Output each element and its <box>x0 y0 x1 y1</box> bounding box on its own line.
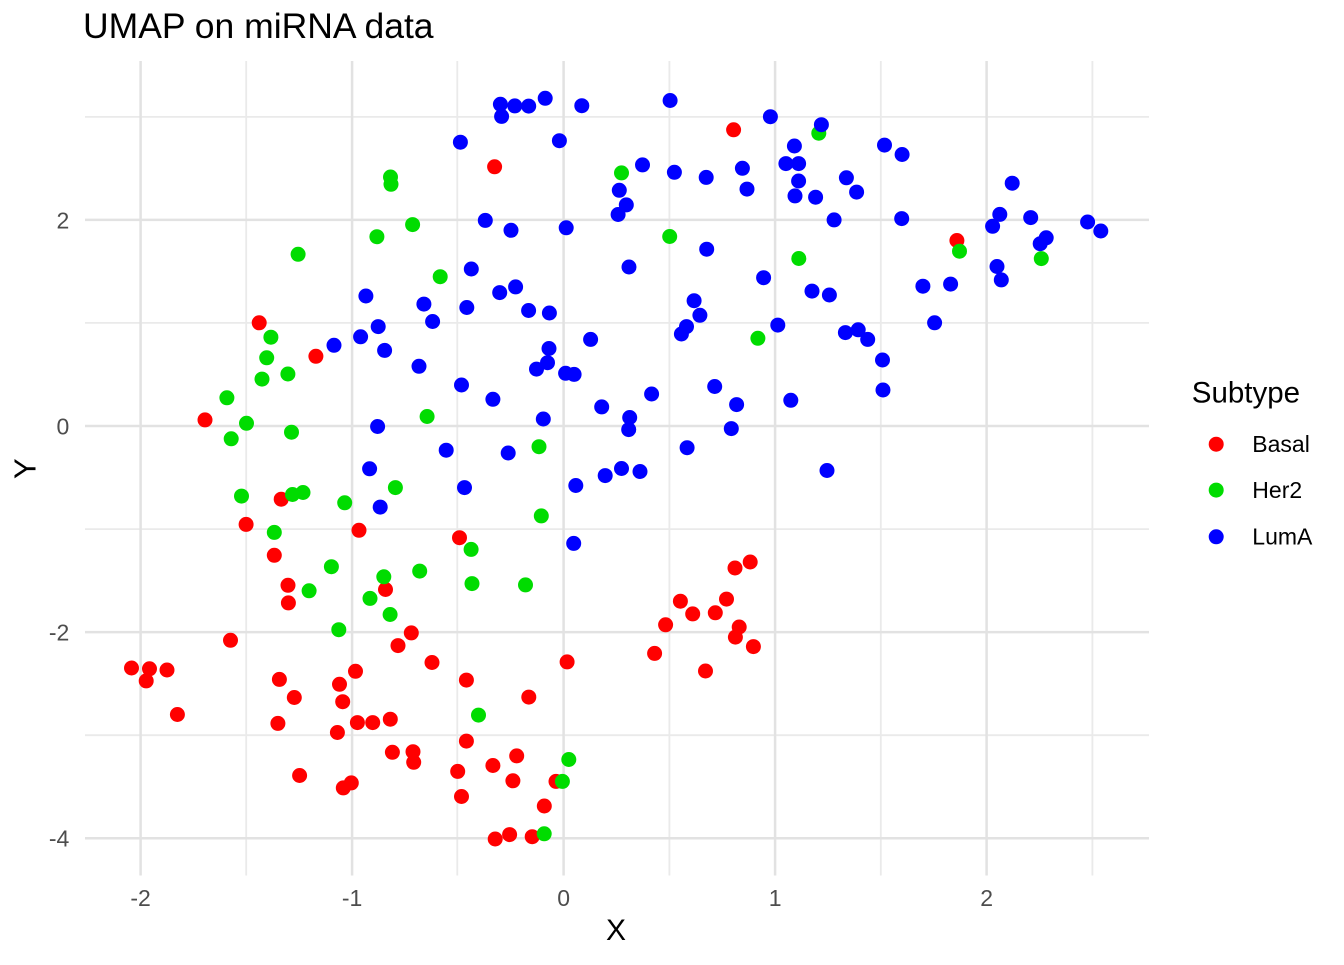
svg-text:Y: Y <box>8 458 43 479</box>
svg-text:0: 0 <box>557 885 570 911</box>
svg-text:Her2: Her2 <box>1252 477 1302 503</box>
svg-text:X: X <box>606 914 626 947</box>
svg-text:-4: -4 <box>49 826 70 852</box>
svg-text:-1: -1 <box>342 885 362 911</box>
svg-text:UMAP on miRNA data: UMAP on miRNA data <box>83 6 434 46</box>
svg-text:2: 2 <box>980 885 993 911</box>
svg-text:Subtype: Subtype <box>1192 377 1300 410</box>
svg-text:1: 1 <box>769 885 782 911</box>
svg-text:0: 0 <box>57 413 70 439</box>
svg-text:-2: -2 <box>49 620 69 646</box>
svg-text:-2: -2 <box>130 885 150 911</box>
svg-text:Basal: Basal <box>1252 431 1310 457</box>
svg-text:2: 2 <box>57 207 70 233</box>
svg-text:LumA: LumA <box>1252 524 1313 550</box>
